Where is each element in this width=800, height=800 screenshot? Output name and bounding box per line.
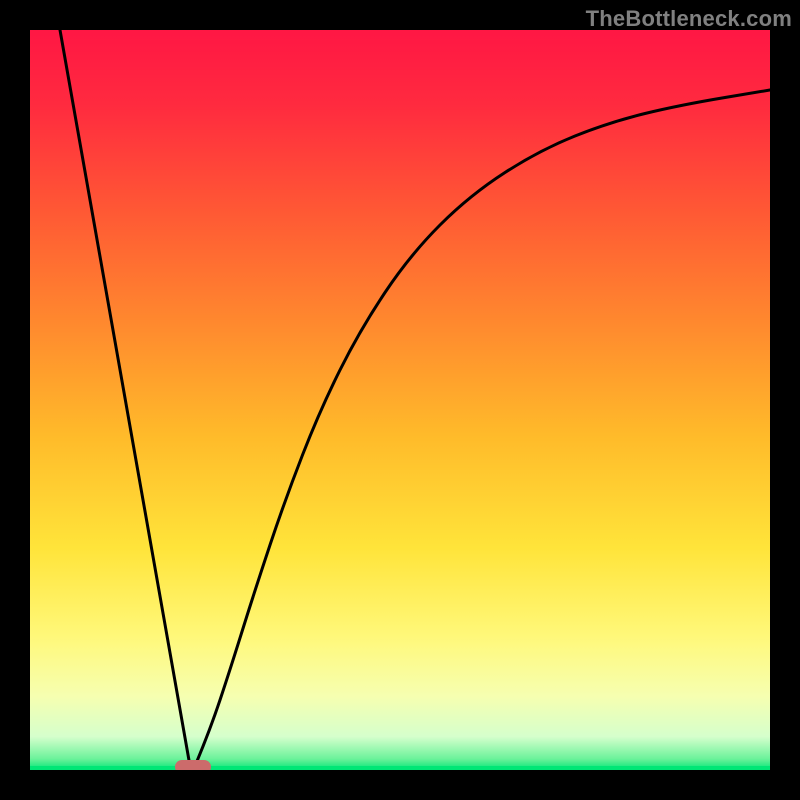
plot-area xyxy=(30,30,770,770)
bottleneck-curve xyxy=(30,30,770,770)
chart-container: TheBottleneck.com xyxy=(0,0,800,800)
optimal-point-marker xyxy=(175,760,211,770)
watermark-text: TheBottleneck.com xyxy=(586,6,792,32)
